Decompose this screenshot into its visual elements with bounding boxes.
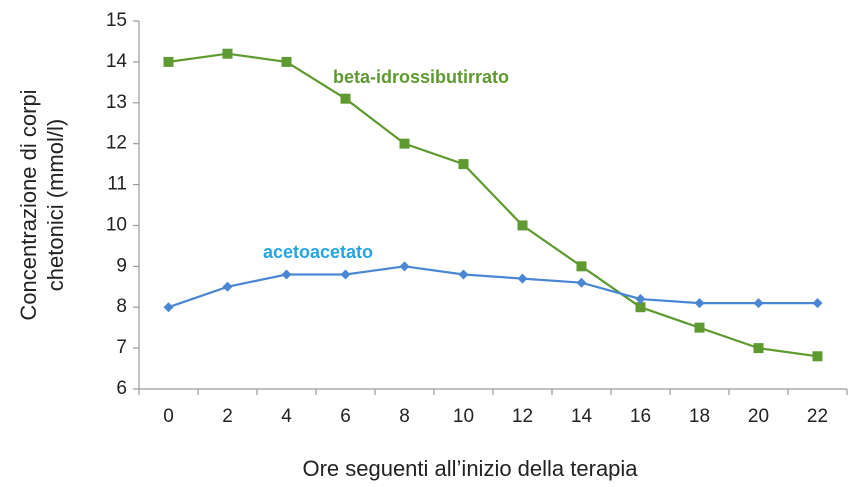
marker: [222, 281, 233, 292]
y-tick-label: 7: [116, 337, 127, 358]
series-label: acetoacetato: [263, 242, 373, 262]
marker: [458, 159, 469, 170]
marker: [163, 302, 174, 313]
y-axis-label: chetonici (mmol/l): [43, 119, 68, 291]
y-tick-label: 6: [116, 378, 127, 399]
marker: [753, 298, 764, 309]
series-line: [168, 52, 818, 358]
marker: [694, 298, 705, 309]
marker: [517, 220, 528, 231]
marker: [753, 343, 764, 354]
x-tick-label: 10: [453, 406, 474, 427]
marker: [281, 269, 292, 280]
y-tick-label: 13: [106, 92, 127, 113]
marker: [399, 138, 410, 149]
marker: [812, 351, 823, 362]
x-tick-label: 22: [807, 406, 828, 427]
y-tick-label: 9: [116, 255, 127, 276]
x-tick-label: 14: [571, 406, 593, 427]
marker: [576, 277, 587, 288]
marker: [812, 298, 823, 309]
y-axis-label: Concentrazione di corpi: [16, 89, 41, 320]
marker: [694, 322, 705, 333]
marker: [222, 48, 233, 59]
x-tick-label: 16: [630, 406, 651, 427]
x-axis-label: Ore seguenti all’inizio della terapia: [302, 456, 638, 481]
marker: [163, 56, 174, 67]
marker: [635, 294, 646, 305]
y-tick-label: 14: [106, 51, 128, 72]
x-tick-label: 2: [222, 406, 233, 427]
series-label: beta-idrossibutirrato: [333, 67, 509, 87]
marker: [517, 273, 528, 284]
marker: [399, 261, 410, 272]
marker: [458, 269, 469, 280]
marker: [340, 269, 351, 280]
marker: [635, 302, 646, 313]
marker: [576, 261, 587, 272]
marker: [281, 56, 292, 67]
x-tick-label: 8: [399, 406, 410, 427]
x-tick-label: 20: [748, 406, 769, 427]
y-tick-label: 11: [107, 174, 127, 195]
x-tick-label: 6: [340, 406, 351, 427]
x-tick-label: 18: [689, 406, 710, 427]
marker: [340, 93, 351, 104]
y-tick-label: 15: [106, 10, 127, 31]
x-tick-label: 0: [163, 406, 174, 427]
x-tick-label: 12: [512, 406, 533, 427]
series-line: [168, 265, 818, 309]
y-tick-label: 10: [106, 214, 127, 235]
y-tick-label: 8: [116, 296, 127, 317]
y-tick-label: 12: [106, 133, 127, 154]
x-tick-label: 4: [281, 406, 292, 427]
